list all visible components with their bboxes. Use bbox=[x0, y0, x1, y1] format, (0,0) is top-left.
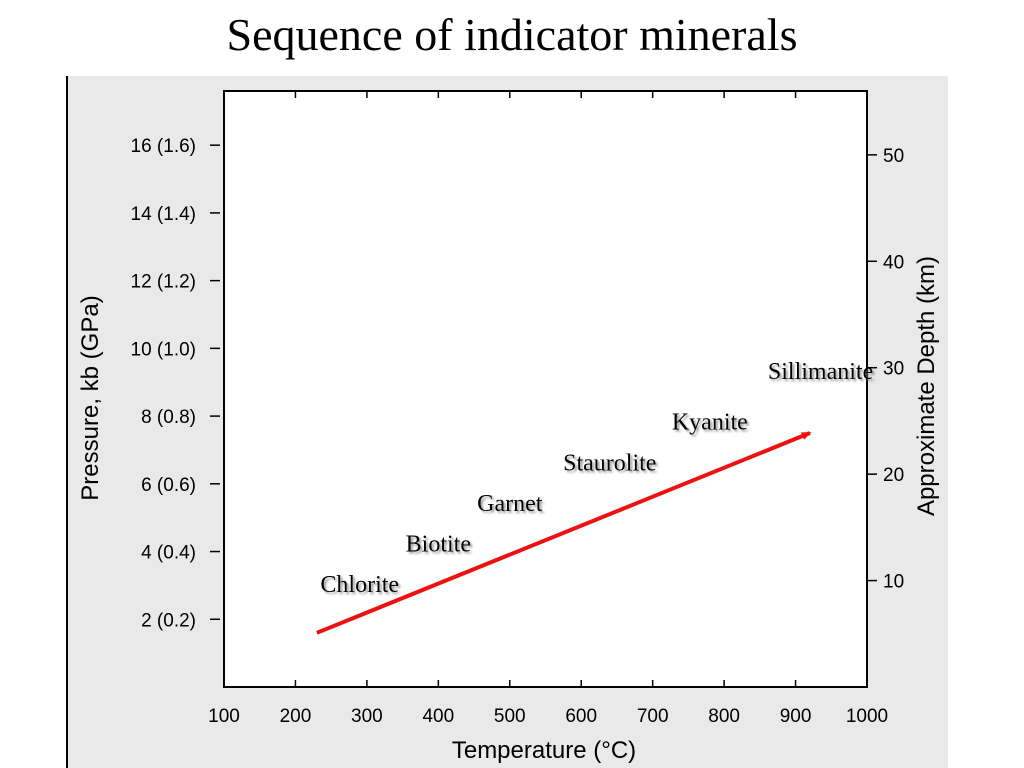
x-tick-label-900: 900 bbox=[780, 706, 812, 727]
y2-tick-label-20: 20 bbox=[883, 465, 904, 486]
y-axis-ticks: 2 (0.2) 4 (0.4) 6 (0.6) 8 (0.8) 10 (1.0) 12 (… bbox=[131, 136, 220, 631]
slide-title: Sequence of indicator minerals bbox=[226, 9, 798, 60]
x-tick-label-400: 400 bbox=[422, 706, 454, 727]
x-tick-label-800: 800 bbox=[708, 706, 740, 727]
figure-panel: 100 200 300 400 500 600 700 800 900 1000 2 (0.2) 4… bbox=[66, 76, 948, 768]
y-tick-label-2: 2 (0.2) bbox=[141, 610, 196, 631]
pt-diagram-chart: 100 200 300 400 500 600 700 800 900 1000 2 (0.2) 4… bbox=[77, 90, 940, 764]
y-tick-label-10: 10 (1.0) bbox=[131, 339, 196, 360]
y2-axis-ticks: 10 20 30 40 50 bbox=[867, 146, 904, 593]
y-tick-label-4: 4 (0.4) bbox=[141, 543, 196, 564]
mineral-label-garnet: Garnet bbox=[477, 491, 543, 517]
x-tick-label-200: 200 bbox=[280, 706, 312, 727]
trend-arrow bbox=[316, 431, 812, 635]
x-tick-label-500: 500 bbox=[494, 706, 526, 727]
mineral-label-sillimanite: Sillimanite bbox=[768, 359, 873, 385]
y2-tick-label-40: 40 bbox=[883, 252, 904, 273]
x-axis-ticks: 100 200 300 400 500 600 700 800 900 1000 bbox=[208, 91, 888, 727]
mineral-label-staurolite: Staurolite bbox=[563, 450, 656, 476]
mineral-label-biotite: Biotite bbox=[406, 532, 471, 558]
x-tick-label-1000: 1000 bbox=[846, 706, 888, 727]
y-tick-label-6: 6 (0.6) bbox=[141, 475, 196, 496]
y-tick-label-12: 12 (1.2) bbox=[131, 272, 196, 293]
y2-tick-label-10: 10 bbox=[883, 572, 904, 593]
y-tick-label-16: 16 (1.6) bbox=[131, 136, 196, 157]
y-axis-title: Pressure, kb (GPa) bbox=[77, 295, 104, 500]
y-tick-label-14: 14 (1.4) bbox=[131, 204, 196, 225]
y2-tick-label-50: 50 bbox=[883, 146, 904, 167]
y2-tick-label-30: 30 bbox=[883, 359, 904, 380]
x-tick-label-300: 300 bbox=[351, 706, 383, 727]
y-tick-label-8: 8 (0.8) bbox=[141, 407, 196, 428]
mineral-label-chlorite: Chlorite bbox=[320, 572, 399, 598]
x-tick-label-700: 700 bbox=[637, 706, 669, 727]
x-tick-label-600: 600 bbox=[565, 706, 597, 727]
x-tick-label-100: 100 bbox=[208, 706, 240, 727]
x-axis-title: Temperature (°C) bbox=[452, 737, 636, 764]
plot-area bbox=[223, 90, 868, 688]
y2-axis-title: Approximate Depth (km) bbox=[913, 256, 940, 516]
mineral-label-kyanite: Kyanite bbox=[672, 410, 748, 436]
